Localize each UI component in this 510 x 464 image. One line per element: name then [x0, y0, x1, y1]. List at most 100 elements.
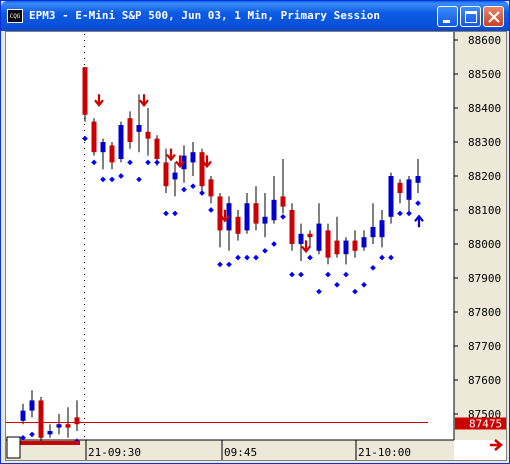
title-bar[interactable]: CQG EPM3 - E-Mini S&P 500, Jun 03, 1 Min…: [1, 1, 509, 31]
price-axis-label: 88200: [468, 170, 501, 183]
down-candle: [127, 118, 133, 142]
session-divider-dot: [84, 202, 85, 203]
price-axis-panel: [454, 32, 506, 440]
session-divider-dot: [84, 34, 85, 35]
signal-marker: [91, 159, 97, 166]
signal-marker: [316, 288, 322, 295]
up-candle: [298, 233, 304, 244]
signal-marker: [29, 431, 35, 438]
down-candle: [307, 233, 313, 238]
session-divider-dot: [84, 64, 85, 65]
session-divider-dot: [84, 172, 85, 173]
red-right-arrow-icon[interactable]: [490, 439, 503, 451]
red-down-arrow-icon: [166, 148, 176, 162]
signal-marker: [253, 254, 259, 261]
down-candle: [199, 152, 205, 187]
signal-marker: [244, 254, 250, 261]
up-candle: [56, 424, 62, 428]
price-axis-label: 88300: [468, 136, 501, 149]
blue-up-arrow-icon: [414, 214, 424, 228]
down-candle: [397, 182, 403, 193]
session-divider-dot: [84, 406, 85, 407]
app-logo-icon[interactable]: CQG: [7, 9, 23, 23]
session-divider-dot: [84, 226, 85, 227]
up-candle: [388, 176, 394, 217]
signal-marker: [325, 271, 331, 278]
session-divider-dot: [84, 40, 85, 41]
session-divider-dot: [84, 232, 85, 233]
last-price-label: 87475: [469, 418, 502, 431]
session-divider-dot: [84, 142, 85, 143]
signal-marker: [280, 213, 286, 220]
session-divider-dot: [84, 124, 85, 125]
down-candle: [352, 240, 358, 251]
signal-marker: [298, 271, 304, 278]
signal-marker: [235, 254, 241, 261]
close-button[interactable]: [483, 6, 504, 27]
down-candle: [109, 145, 115, 163]
price-axis-label: 88400: [468, 102, 501, 115]
signal-marker: [145, 159, 151, 166]
up-candle: [172, 172, 178, 180]
session-divider-dot: [84, 334, 85, 335]
session-divider-dot: [84, 382, 85, 383]
scroll-thumb[interactable]: [6, 436, 21, 459]
signal-marker: [208, 207, 214, 213]
session-divider-dot: [84, 46, 85, 47]
session-divider-dot: [84, 190, 85, 191]
window-title: EPM3 - E-Mini S&P 500, Jun 03, 1 Min, Pr…: [29, 9, 380, 22]
signal-marker: [217, 261, 223, 268]
down-candle: [74, 417, 80, 425]
up-candle: [406, 179, 412, 200]
up-candle: [361, 237, 367, 248]
minimize-button[interactable]: [437, 6, 458, 27]
session-divider-dot: [84, 286, 85, 287]
down-candle: [208, 179, 214, 197]
minimize-icon: [443, 20, 450, 23]
session-divider-dot: [84, 274, 85, 275]
down-candle: [145, 131, 151, 139]
signal-marker: [379, 254, 385, 261]
down-candle: [235, 216, 241, 234]
session-divider-dot: [84, 394, 85, 395]
signal-marker: [271, 241, 277, 247]
session-divider-dot: [84, 292, 85, 293]
session-divider-dot: [84, 208, 85, 209]
session-divider-dot: [84, 328, 85, 329]
down-candle: [163, 162, 169, 187]
down-candle: [334, 240, 340, 255]
signal-marker: [370, 264, 376, 271]
red-down-arrow-icon: [202, 155, 212, 169]
maximize-button[interactable]: [460, 6, 481, 27]
down-candle: [289, 210, 295, 244]
price-chart[interactable]: 88600 88500 88400 88300 88200 88100 88000 87900…: [5, 31, 507, 461]
up-candle: [343, 240, 349, 255]
session-divider-dot: [84, 310, 85, 311]
session-divider-dot: [84, 436, 85, 437]
session-divider-dot: [84, 352, 85, 353]
session-divider-dot: [84, 220, 85, 221]
close-icon: [488, 11, 500, 23]
signal-marker: [172, 210, 178, 217]
red-down-arrow-icon: [301, 240, 311, 254]
session-divider-dot: [84, 166, 85, 167]
signal-marker: [406, 210, 412, 217]
session-divider-dot: [84, 154, 85, 155]
maximize-icon: [465, 11, 477, 23]
session-divider-dot: [84, 262, 85, 263]
price-axis-label: 87600: [468, 374, 501, 387]
candlestick-chart[interactable]: 88600 88500 88400 88300 88200 88100 88000 87900…: [6, 32, 506, 460]
scroll-range-bar[interactable]: [12, 441, 80, 445]
time-axis-panel: [6, 440, 454, 460]
price-axis-label: 87900: [468, 272, 501, 285]
price-axis-label: 87700: [468, 340, 501, 353]
down-candle: [65, 424, 71, 428]
price-axis-label: 87800: [468, 306, 501, 319]
session-divider-dot: [84, 244, 85, 245]
session-divider-dot: [84, 196, 85, 197]
red-down-arrow-icon: [175, 155, 185, 169]
session-divider-dot: [84, 178, 85, 179]
signal-marker: [190, 183, 196, 190]
session-divider-dot: [84, 340, 85, 341]
